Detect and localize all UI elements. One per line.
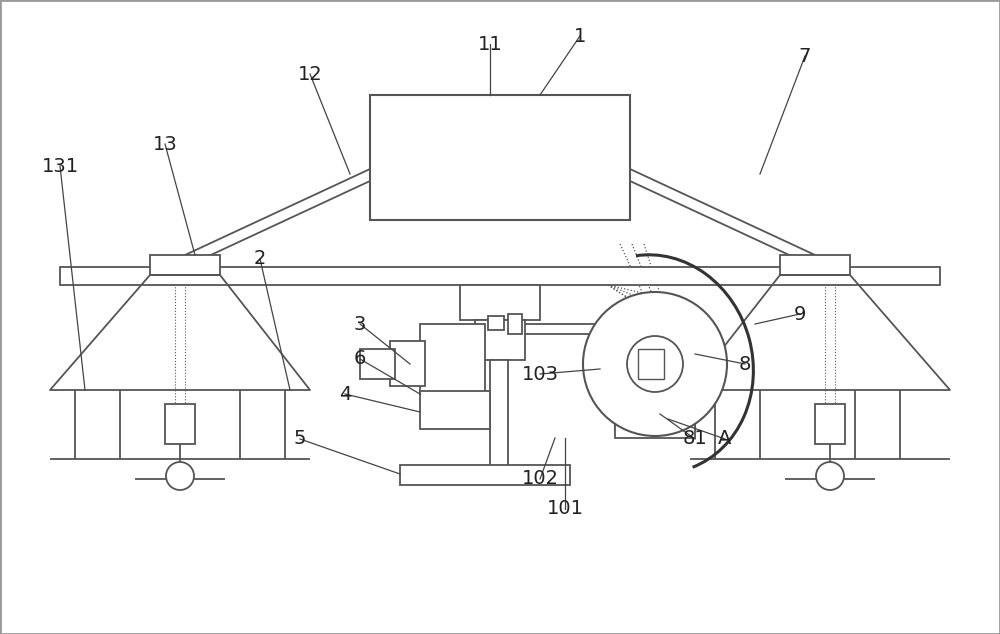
Circle shape — [583, 292, 727, 436]
Bar — [638, 349, 664, 379]
Text: 4: 4 — [339, 384, 351, 403]
Bar — [780, 255, 850, 275]
Text: A: A — [718, 429, 732, 448]
Text: 101: 101 — [546, 500, 584, 519]
Circle shape — [627, 336, 683, 392]
Text: 81: 81 — [683, 429, 707, 448]
Bar — [815, 404, 845, 444]
Text: 13: 13 — [153, 134, 177, 153]
Bar — [150, 255, 220, 275]
Text: 8: 8 — [739, 354, 751, 373]
Text: 3: 3 — [354, 314, 366, 333]
Text: 5: 5 — [294, 429, 306, 448]
Circle shape — [816, 462, 844, 490]
Bar — [615, 424, 695, 438]
Bar — [390, 341, 425, 386]
Text: 7: 7 — [799, 46, 811, 65]
Text: 1: 1 — [574, 27, 586, 46]
Text: 12: 12 — [298, 65, 322, 84]
Bar — [508, 314, 522, 334]
Bar — [615, 310, 695, 430]
Text: 131: 131 — [41, 157, 79, 176]
Bar — [420, 324, 485, 394]
Bar — [165, 404, 195, 444]
Text: 9: 9 — [794, 304, 806, 323]
Text: 2: 2 — [254, 250, 266, 269]
Text: 11: 11 — [478, 34, 502, 53]
Bar — [460, 285, 540, 320]
Bar — [490, 360, 508, 470]
Bar — [370, 95, 630, 220]
Bar — [360, 349, 395, 379]
Text: 103: 103 — [522, 365, 558, 384]
Circle shape — [166, 462, 194, 490]
Text: 102: 102 — [522, 470, 558, 489]
Bar — [488, 316, 504, 330]
Text: 6: 6 — [354, 349, 366, 368]
Bar — [475, 320, 525, 360]
Bar — [420, 391, 490, 429]
Bar — [400, 465, 570, 485]
Bar — [60, 267, 940, 285]
